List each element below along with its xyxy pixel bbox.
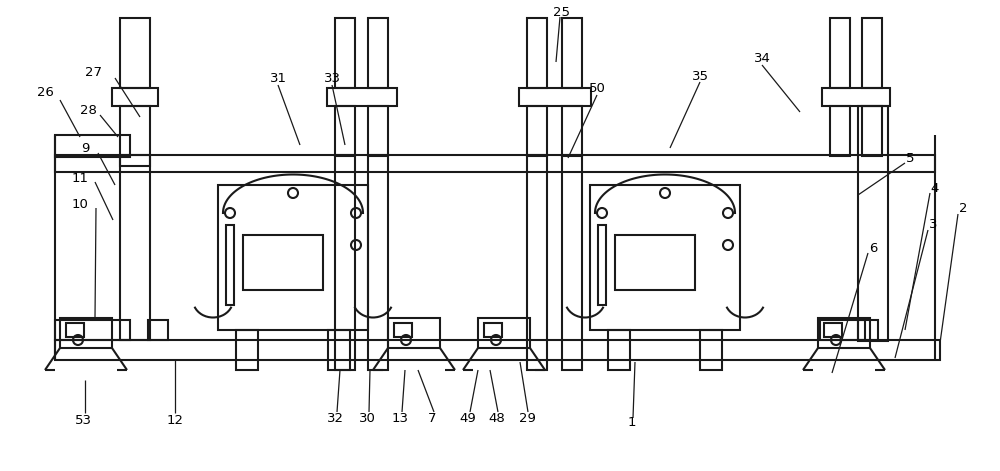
Bar (484, 323, 502, 337)
Bar (562, 155, 582, 370)
Text: 34: 34 (754, 51, 770, 65)
Bar (527, 155, 547, 370)
Text: 26: 26 (37, 86, 53, 98)
Text: 32: 32 (326, 412, 344, 424)
Bar (394, 323, 412, 337)
Bar (858, 320, 878, 340)
Text: 3: 3 (929, 219, 937, 232)
Text: 12: 12 (166, 414, 184, 427)
Text: 27: 27 (84, 65, 102, 79)
Text: 5: 5 (906, 152, 914, 164)
Text: 33: 33 (324, 72, 340, 84)
Text: 10: 10 (72, 198, 88, 211)
Bar (562, 18, 582, 88)
Bar (862, 18, 882, 88)
Bar (120, 155, 150, 340)
Bar (478, 318, 530, 348)
Text: 31: 31 (270, 72, 287, 84)
Bar (598, 225, 606, 305)
Bar (608, 330, 630, 370)
Bar (148, 320, 168, 340)
Bar (822, 88, 890, 106)
Text: 53: 53 (74, 414, 92, 427)
Bar (527, 18, 547, 88)
Bar (60, 318, 112, 348)
Bar (55, 340, 940, 360)
Bar (824, 323, 842, 337)
Text: 30: 30 (359, 412, 375, 424)
Bar (120, 18, 150, 88)
Text: 6: 6 (869, 242, 877, 254)
Bar (368, 106, 388, 156)
Bar (218, 185, 368, 330)
Bar (226, 225, 234, 305)
Bar (236, 330, 258, 370)
Bar (243, 235, 323, 290)
Text: 7: 7 (428, 412, 436, 424)
Bar (615, 235, 695, 290)
Bar (335, 18, 355, 88)
Bar (519, 88, 591, 106)
Text: 29: 29 (519, 412, 535, 424)
Bar (368, 155, 388, 370)
Bar (120, 106, 150, 166)
Text: 35: 35 (692, 70, 708, 82)
Bar (335, 106, 355, 156)
Bar (820, 320, 865, 340)
Bar (55, 320, 130, 340)
Bar (527, 106, 547, 156)
Bar (327, 88, 397, 106)
Bar (562, 106, 582, 156)
Text: 48: 48 (489, 412, 505, 424)
Bar (112, 88, 158, 106)
Bar (858, 106, 888, 341)
Text: 25: 25 (554, 6, 570, 18)
Bar (368, 18, 388, 88)
Bar (818, 318, 870, 348)
Bar (328, 330, 350, 370)
Bar (335, 155, 355, 370)
Bar (590, 185, 740, 330)
Bar (388, 318, 440, 348)
Bar (830, 18, 850, 88)
Bar (55, 155, 935, 172)
Text: 11: 11 (72, 171, 88, 185)
Text: 2: 2 (959, 202, 967, 214)
Bar (700, 330, 722, 370)
Bar (66, 323, 84, 337)
Text: 28: 28 (80, 104, 96, 116)
Bar (862, 106, 882, 156)
Text: 49: 49 (460, 412, 476, 424)
Text: 4: 4 (931, 181, 939, 195)
Text: 9: 9 (81, 141, 89, 154)
Text: 13: 13 (392, 412, 409, 424)
Bar (55, 135, 130, 157)
Bar (830, 106, 850, 156)
Text: 50: 50 (589, 81, 605, 95)
Text: 1: 1 (628, 416, 636, 430)
